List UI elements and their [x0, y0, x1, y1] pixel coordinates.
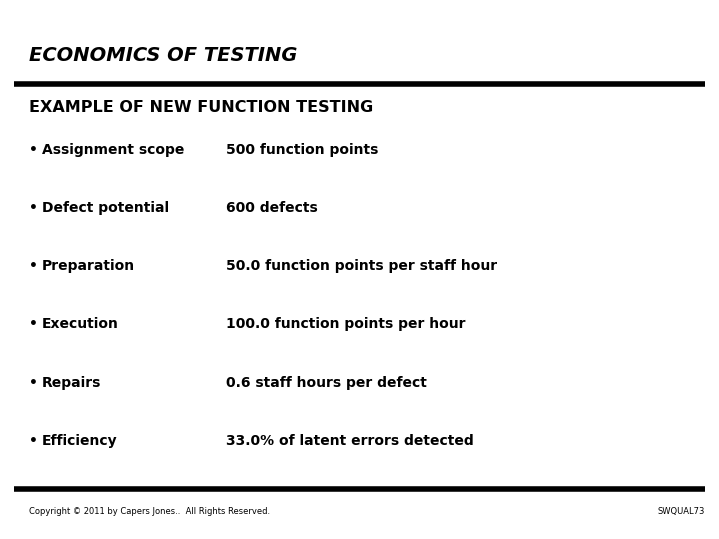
Text: Efficiency: Efficiency — [42, 434, 117, 448]
Text: 33.0% of latent errors detected: 33.0% of latent errors detected — [226, 434, 475, 448]
Text: •: • — [29, 201, 37, 215]
Text: 0.6 staff hours per defect: 0.6 staff hours per defect — [226, 376, 427, 390]
Text: 600 defects: 600 defects — [226, 201, 319, 215]
Text: •: • — [29, 317, 37, 331]
Text: Execution: Execution — [42, 317, 119, 331]
Text: SWQUAL73: SWQUAL73 — [657, 507, 705, 516]
Text: •: • — [29, 143, 37, 157]
Text: 50.0 function points per staff hour: 50.0 function points per staff hour — [226, 259, 498, 273]
Text: EXAMPLE OF NEW FUNCTION TESTING: EXAMPLE OF NEW FUNCTION TESTING — [29, 100, 373, 115]
Text: Preparation: Preparation — [42, 259, 135, 273]
Text: Copyright © 2011 by Capers Jones..  All Rights Reserved.: Copyright © 2011 by Capers Jones.. All R… — [29, 507, 270, 516]
Text: Repairs: Repairs — [42, 376, 101, 390]
Text: •: • — [29, 376, 37, 390]
Text: 100.0 function points per hour: 100.0 function points per hour — [226, 317, 466, 331]
Text: •: • — [29, 434, 37, 448]
Text: ECONOMICS OF TESTING: ECONOMICS OF TESTING — [29, 46, 297, 65]
Text: 500 function points: 500 function points — [226, 143, 379, 157]
Text: Assignment scope: Assignment scope — [42, 143, 184, 157]
Text: Defect potential: Defect potential — [42, 201, 169, 215]
Text: •: • — [29, 259, 37, 273]
